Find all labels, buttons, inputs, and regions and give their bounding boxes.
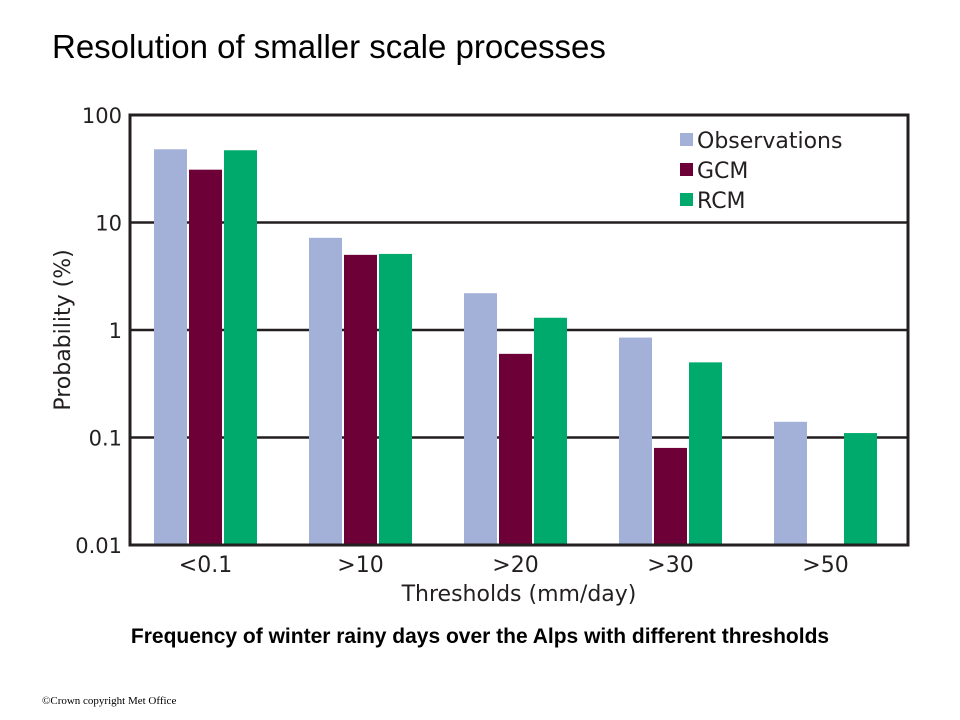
- legend-swatch: [680, 133, 693, 146]
- copyright-notice: ©Crown copyright Met Office: [42, 695, 177, 707]
- y-tick-label: 10: [95, 212, 122, 236]
- y-tick-label: 0.1: [89, 427, 122, 451]
- bar-gcm-2: [499, 353, 532, 545]
- bar-rcm-3: [689, 362, 722, 545]
- legend-label: RCM: [697, 189, 746, 214]
- bar-observations-1: [309, 237, 342, 545]
- y-axis-label: Probability (%): [51, 249, 76, 410]
- legend-swatch: [680, 163, 693, 176]
- legend-label: Observations: [697, 129, 842, 154]
- legend-label: GCM: [697, 159, 748, 184]
- bar-rcm-4: [844, 433, 877, 545]
- bar-observations-2: [464, 293, 497, 545]
- x-tick-label: >30: [647, 553, 693, 578]
- slide-title: Resolution of smaller scale processes: [52, 28, 606, 65]
- x-tick-label: >20: [492, 553, 538, 578]
- x-tick-label: <0.1: [179, 553, 232, 578]
- bar-gcm-3: [654, 447, 687, 545]
- x-tick-label: >10: [337, 553, 383, 578]
- figure-caption: Frequency of winter rainy days over the …: [130, 625, 830, 648]
- bar-rcm-1: [379, 253, 412, 545]
- bar-rcm-0: [224, 150, 257, 545]
- x-tick-labels: <0.1 >10 >20 >30 >50: [179, 553, 849, 578]
- legend: Observations GCM RCM: [680, 129, 842, 214]
- bar-gcm-1: [344, 254, 377, 545]
- bar-observations-4: [774, 421, 807, 545]
- x-axis-label: Thresholds (mm/day): [401, 582, 637, 607]
- x-tick-label: >50: [802, 553, 848, 578]
- bar-rcm-2: [534, 317, 567, 545]
- bars: [154, 149, 877, 545]
- plot-frame: [128, 113, 910, 547]
- y-tick-label: 0.01: [75, 534, 122, 558]
- bar-observations-3: [619, 337, 652, 545]
- bar-gcm-0: [189, 169, 222, 545]
- legend-swatch: [680, 193, 693, 206]
- y-tick-label: 1: [109, 319, 122, 343]
- bar-observations-0: [154, 149, 187, 545]
- y-tick-label: 100: [82, 104, 122, 128]
- y-tick-labels: 0.01 0.1 1 10 100: [75, 104, 122, 558]
